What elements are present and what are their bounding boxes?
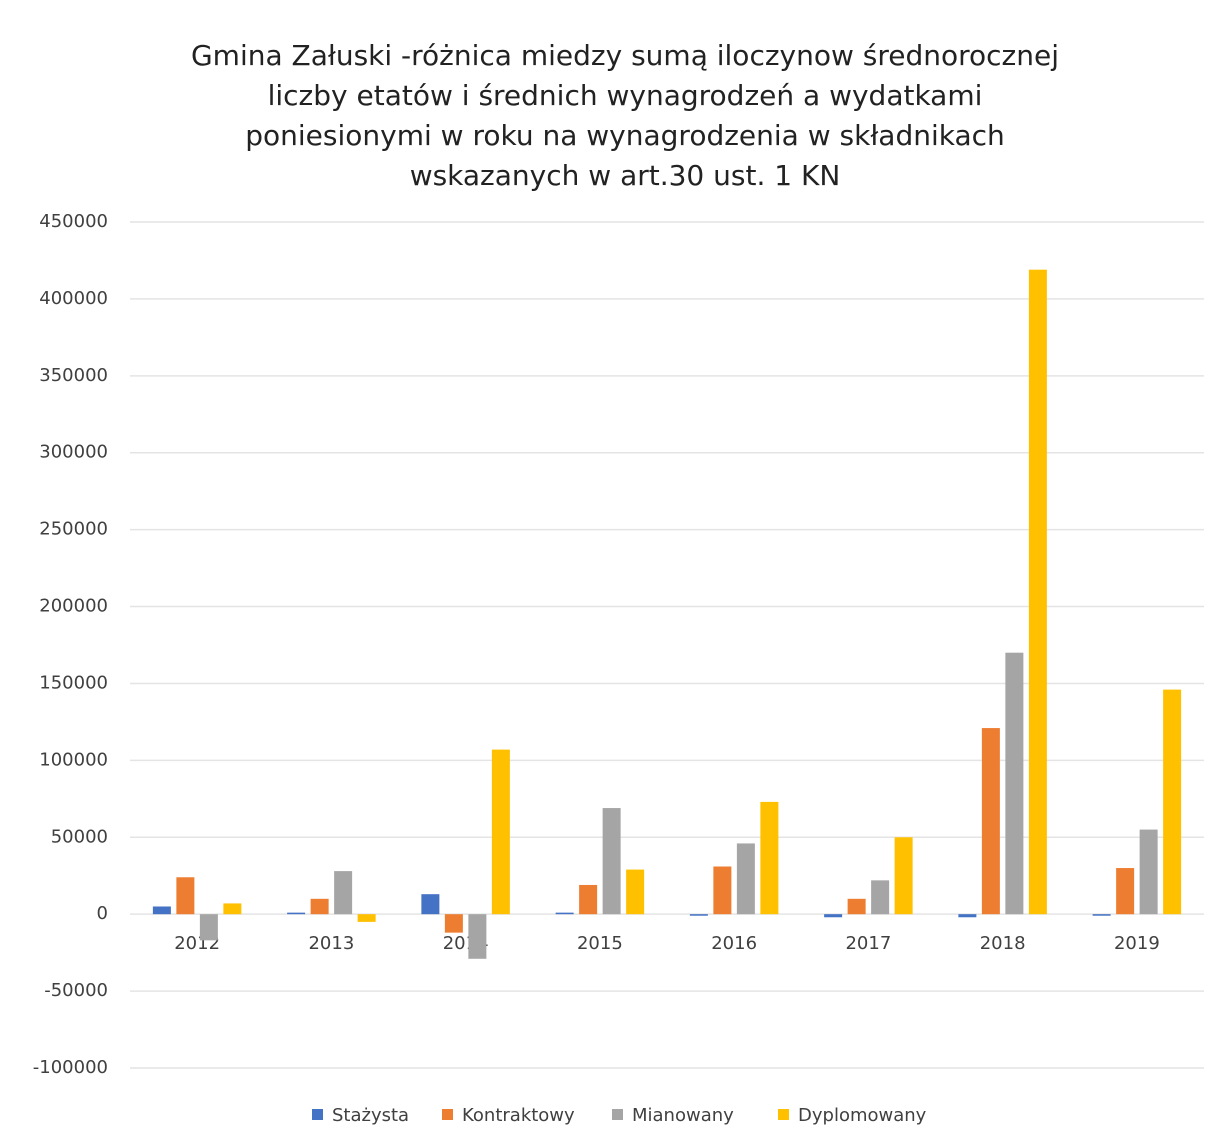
bar xyxy=(713,866,732,915)
y-tick-label: 0 xyxy=(97,903,108,924)
x-tick-label: 2017 xyxy=(845,933,891,954)
legend-swatch xyxy=(442,1109,453,1120)
x-tick-label: 2016 xyxy=(711,933,757,954)
x-tick-label: 2019 xyxy=(1114,933,1160,954)
bar xyxy=(626,869,645,915)
y-tick-label: 150000 xyxy=(39,672,108,693)
bar xyxy=(444,914,463,933)
bar xyxy=(1116,868,1135,915)
bar xyxy=(958,914,977,918)
bar xyxy=(555,912,574,915)
bar xyxy=(736,843,755,915)
y-tick-label: 50000 xyxy=(51,826,108,847)
legend-label: Kontraktowy xyxy=(462,1105,575,1126)
y-tick-label: 400000 xyxy=(39,288,108,309)
bar xyxy=(223,903,242,915)
bar xyxy=(1139,829,1158,915)
legend-label: Stażysta xyxy=(332,1105,409,1126)
bar xyxy=(199,914,218,941)
chart-title: Gmina Załuski -różnica miedzy sumą ilocz… xyxy=(191,39,1059,72)
bar xyxy=(287,912,306,915)
y-tick-label: 450000 xyxy=(39,211,108,232)
bar xyxy=(1092,914,1111,916)
bar xyxy=(824,914,843,918)
x-tick-label: 2013 xyxy=(308,933,354,954)
bar xyxy=(981,728,1000,915)
legend-swatch xyxy=(778,1109,789,1120)
y-tick-label: 350000 xyxy=(39,365,108,386)
x-tick-label: 2015 xyxy=(577,933,623,954)
bar xyxy=(421,894,440,915)
y-tick-label: -100000 xyxy=(33,1057,108,1078)
legend-label: Dyplomowany xyxy=(798,1105,927,1126)
bar xyxy=(1163,689,1182,915)
bar xyxy=(334,871,353,915)
chart-title: liczby etatów i średnich wynagrodzeń a w… xyxy=(268,79,983,112)
bar xyxy=(847,898,866,915)
bar xyxy=(310,898,329,915)
bar xyxy=(1005,652,1024,915)
y-tick-label: -50000 xyxy=(44,980,108,1001)
bar xyxy=(176,877,195,915)
bar xyxy=(1028,269,1047,915)
chart-title: poniesionymi w roku na wynagrodzenia w s… xyxy=(245,119,1005,152)
y-tick-label: 100000 xyxy=(39,749,108,770)
bar xyxy=(871,880,890,915)
bar xyxy=(760,801,779,915)
bar xyxy=(602,808,621,915)
bar xyxy=(689,914,708,916)
bar xyxy=(468,914,487,959)
bar xyxy=(894,837,913,915)
y-tick-label: 200000 xyxy=(39,596,108,617)
bar xyxy=(357,914,376,922)
legend-label: Mianowany xyxy=(632,1105,734,1126)
x-tick-label: 2018 xyxy=(980,933,1026,954)
legend-swatch xyxy=(612,1109,623,1120)
legend-swatch xyxy=(312,1109,323,1120)
bar xyxy=(579,884,598,915)
y-tick-label: 250000 xyxy=(39,519,108,540)
y-tick-label: 300000 xyxy=(39,442,108,463)
bar xyxy=(491,749,510,915)
bar xyxy=(152,906,171,915)
chart-title: wskazanych w art.30 ust. 1 KN xyxy=(410,159,841,192)
